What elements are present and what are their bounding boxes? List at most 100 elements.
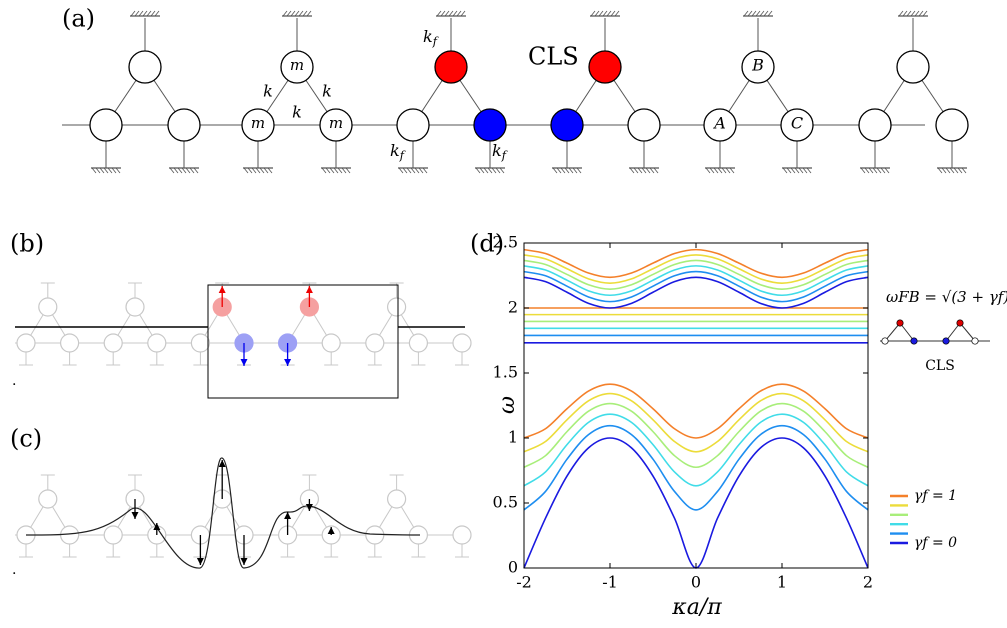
ground-hatch	[177, 167, 183, 174]
formula: ωFB = √(3 + γf)	[886, 288, 1007, 306]
ground-hatch	[717, 167, 723, 174]
ground-hatch	[556, 167, 562, 174]
ground-hatch	[398, 167, 404, 174]
y-axis-label: ω	[495, 396, 520, 414]
ground-hatch	[602, 10, 608, 17]
ground-hatch	[325, 167, 331, 174]
arrow-head	[305, 286, 313, 293]
edge	[959, 322, 976, 342]
band-line	[523, 424, 869, 511]
x-tick-label: 2	[863, 573, 873, 592]
node	[550, 108, 584, 142]
ground-hatch	[150, 10, 156, 17]
arrow-head	[153, 523, 161, 530]
ground-hatch	[181, 167, 187, 174]
ground-hatch	[945, 167, 951, 174]
ground-hatch	[767, 10, 773, 17]
node-label: A	[712, 114, 726, 133]
ground-hatch	[790, 167, 796, 174]
ground-hatch	[937, 167, 943, 174]
ground-hatch	[759, 10, 765, 17]
label-base: k	[492, 141, 502, 160]
ground-hatch	[345, 167, 351, 174]
node	[588, 50, 622, 84]
ground-hatch	[782, 167, 788, 174]
edge	[945, 322, 961, 342]
ground-hatch	[898, 10, 904, 17]
ground-hatch	[290, 10, 296, 17]
ground-hatch	[146, 10, 152, 17]
ground-hatch	[267, 167, 273, 174]
ground-hatch	[422, 167, 428, 174]
node	[396, 108, 430, 142]
spring-label: k	[263, 82, 273, 101]
node	[387, 489, 407, 509]
ground-hatch	[614, 10, 620, 17]
ground-hatch	[329, 167, 335, 174]
ground-hatch	[872, 167, 878, 174]
ground-hatch	[436, 10, 442, 17]
ground-hatch	[637, 167, 643, 174]
inset-node	[881, 337, 889, 345]
ground-hatch	[479, 167, 485, 174]
node	[627, 108, 661, 142]
ground-hatch	[255, 167, 261, 174]
inset-node	[942, 337, 950, 345]
arrow-head	[284, 512, 292, 519]
ground-hatch	[440, 10, 446, 17]
ground-hatch	[491, 167, 497, 174]
node	[935, 108, 969, 142]
inset-node	[896, 319, 904, 327]
label-sub: f	[501, 148, 508, 162]
node	[452, 525, 472, 545]
node	[147, 333, 167, 353]
ground-hatch	[713, 167, 719, 174]
ground-hatch	[880, 167, 886, 174]
node	[190, 333, 210, 353]
ground-hatch	[263, 167, 269, 174]
ground-hatch	[410, 167, 416, 174]
node	[16, 333, 36, 353]
band-line	[523, 392, 869, 453]
ground-hatch	[629, 167, 635, 174]
node	[125, 297, 145, 317]
arrow-head	[284, 359, 292, 366]
ground-hatch	[910, 10, 916, 17]
ground-hatch	[189, 167, 195, 174]
ground-hatch	[868, 167, 874, 174]
node	[703, 108, 737, 142]
ground-hatch	[302, 10, 308, 17]
arrow-head	[240, 558, 248, 565]
x-tick-label: -1	[602, 573, 618, 592]
inset-node	[971, 337, 979, 345]
ground-hatch	[705, 167, 711, 174]
node	[59, 525, 80, 545]
ground-hatch	[154, 10, 160, 17]
ground-hatch	[134, 10, 140, 17]
ground-hatch	[649, 167, 655, 174]
x-tick-label: -2	[516, 573, 532, 592]
label-base: k	[390, 141, 400, 160]
spring-label: kf	[390, 141, 406, 163]
ground-hatch	[99, 167, 105, 174]
mass-label: m	[251, 114, 265, 132]
mode-shape	[25, 457, 421, 569]
spring-label: k	[292, 103, 302, 122]
cls-label: CLS	[528, 43, 579, 71]
label-sub: f	[432, 34, 439, 48]
cls-box	[207, 284, 399, 399]
ground-hatch	[247, 167, 253, 174]
ground-hatch	[594, 10, 600, 17]
ground-hatch	[552, 167, 558, 174]
x-axis-label: κa/π	[671, 595, 722, 620]
ground-hatch	[914, 10, 920, 17]
ground-hatch	[598, 10, 604, 17]
node	[741, 50, 775, 84]
node	[321, 333, 341, 353]
ground-hatch	[725, 167, 731, 174]
node	[280, 50, 314, 84]
ground-hatch	[286, 10, 292, 17]
mass-label: m	[290, 56, 304, 74]
ground-hatch	[95, 167, 101, 174]
